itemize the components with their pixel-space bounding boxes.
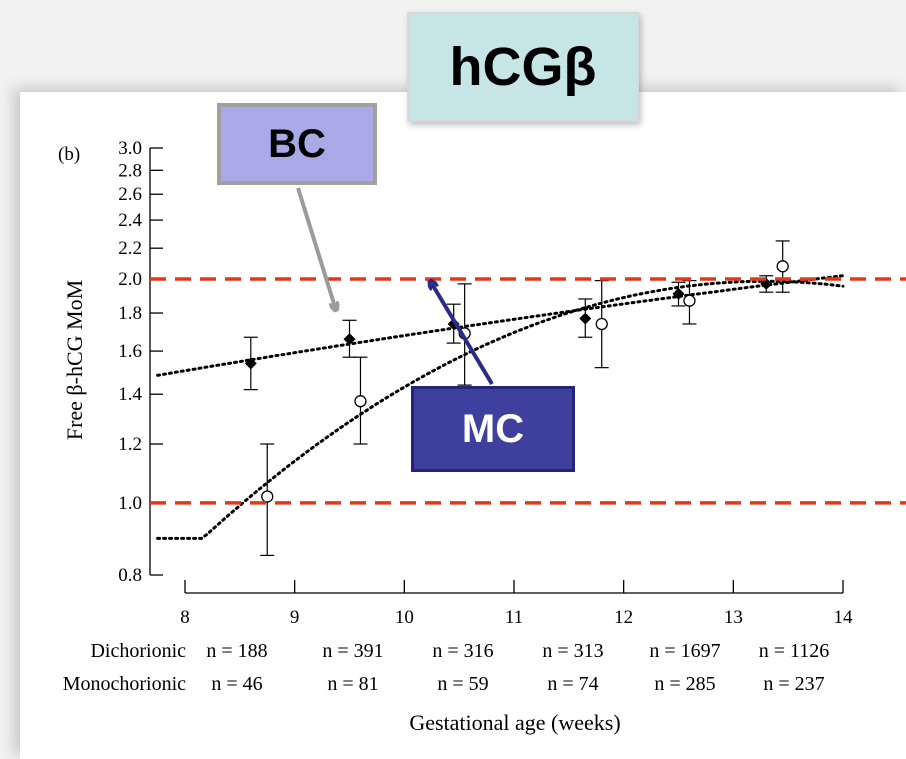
chart-title-box: hCGβ (407, 12, 639, 122)
count-value: n = 285 (654, 673, 715, 695)
x-tick-label: 10 (395, 607, 414, 628)
bc-arrow (296, 187, 335, 307)
count-row-label: Dichorionic (90, 640, 186, 662)
count-value: n = 46 (211, 673, 262, 695)
x-tick-label: 9 (290, 607, 300, 628)
y-tick-label: 1.8 (118, 303, 142, 324)
x-tick-label: 8 (180, 607, 190, 628)
count-value: n = 316 (432, 640, 493, 662)
y-tick-label: 0.8 (118, 565, 142, 586)
x-tick-label: 14 (834, 607, 854, 628)
count-value: n = 74 (547, 673, 598, 695)
data-point-diamond (672, 287, 685, 300)
count-value: n = 1697 (649, 640, 720, 662)
y-tick-label: 1.6 (118, 341, 142, 362)
y-tick-label: 2.4 (118, 210, 142, 231)
bc-callout-label: BC (268, 121, 326, 166)
count-value: n = 391 (322, 640, 383, 662)
count-value: n = 1126 (759, 640, 830, 662)
count-row-label: Monochorionic (63, 673, 186, 695)
x-tick-label: 13 (724, 607, 743, 628)
data-point-circle (261, 490, 274, 503)
y-tick-label: 2.0 (118, 269, 142, 290)
count-value: n = 59 (437, 673, 488, 695)
x-tick-label: 11 (505, 607, 523, 628)
data-point-diamond (244, 357, 257, 370)
x-tick-label: 12 (614, 607, 633, 628)
x-axis-title: Gestational age (weeks) (409, 710, 620, 735)
data-point-circle (683, 294, 696, 307)
count-value: n = 237 (763, 673, 824, 695)
data-point-circle (354, 395, 367, 408)
trend-curve (156, 279, 845, 540)
y-tick-label: 1.4 (118, 384, 142, 405)
data-point-circle (776, 260, 789, 273)
mc-arrow (432, 284, 494, 386)
count-value: n = 81 (327, 673, 378, 695)
y-tick-label: 1.0 (118, 493, 142, 514)
y-tick-label: 2.2 (118, 238, 142, 259)
mc-callout: MC (411, 386, 575, 472)
y-tick-label: 1.2 (118, 434, 142, 455)
data-point-circle (595, 317, 608, 331)
mc-callout-label: MC (461, 406, 525, 451)
data-point-diamond (343, 333, 356, 346)
y-axis-title: Free β-hCG MoM (62, 280, 87, 440)
bc-callout: BC (217, 103, 377, 185)
chart-title: hCGβ (449, 37, 597, 97)
y-tick-label: 3.0 (118, 138, 142, 159)
y-tick-label: 2.6 (118, 184, 142, 205)
data-point-diamond (579, 312, 592, 325)
panel-label: (b) (58, 144, 80, 165)
trend-curve (156, 274, 845, 377)
data-point-diamond (760, 277, 773, 290)
count-value: n = 313 (542, 640, 603, 662)
y-tick-label: 2.8 (118, 160, 142, 181)
count-value: n = 188 (206, 640, 267, 662)
